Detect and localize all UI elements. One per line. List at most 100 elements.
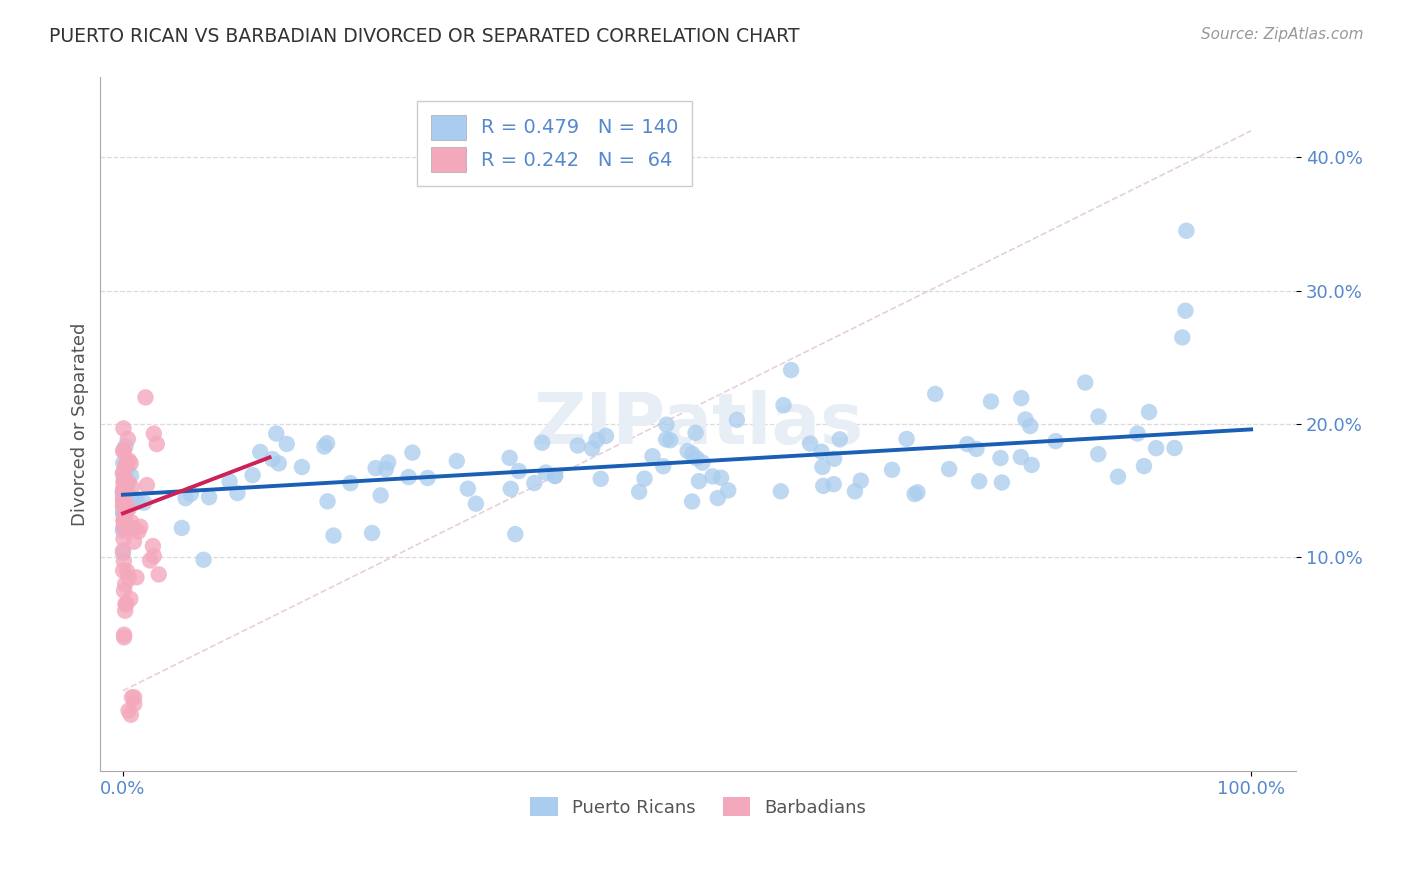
Point (681, 494, 703, 508)
Point (242, 468, 264, 483)
Point (180, 487, 202, 501)
Point (127, 495, 149, 509)
Point (956, 437, 979, 451)
Point (112, 442, 135, 457)
Point (115, 461, 138, 475)
Point (112, 631, 135, 645)
Point (652, 459, 675, 474)
Point (112, 516, 135, 531)
Point (1133, 459, 1156, 474)
Point (132, 496, 155, 510)
Point (114, 508, 136, 523)
Point (120, 591, 142, 606)
Point (112, 470, 135, 484)
Point (780, 363, 803, 377)
Point (276, 437, 298, 451)
Point (967, 475, 990, 489)
Point (112, 489, 135, 503)
Point (111, 487, 134, 501)
Point (112, 475, 135, 489)
Point (134, 391, 156, 405)
Point (121, 493, 143, 508)
Point (121, 690, 143, 705)
Point (112, 532, 135, 546)
Point (813, 479, 835, 493)
Point (823, 477, 845, 491)
Point (142, 549, 165, 563)
Legend: Puerto Ricans, Barbadians: Puerto Ricans, Barbadians (523, 790, 873, 824)
Point (710, 471, 733, 485)
Point (114, 439, 136, 453)
Point (111, 485, 134, 500)
Point (499, 482, 522, 496)
Point (508, 464, 530, 478)
Point (589, 472, 612, 486)
Point (1045, 434, 1067, 449)
Point (688, 474, 710, 488)
Point (1163, 441, 1185, 455)
Point (112, 444, 135, 458)
Point (567, 438, 589, 452)
Point (655, 433, 678, 447)
Point (828, 433, 851, 447)
Point (531, 435, 554, 450)
Point (498, 450, 520, 465)
Point (1074, 376, 1097, 390)
Point (170, 521, 193, 535)
Point (111, 492, 134, 507)
Point (117, 704, 139, 718)
Point (628, 484, 651, 499)
Point (112, 494, 135, 508)
Point (114, 489, 136, 503)
Point (316, 436, 339, 450)
Text: ZIPatlas: ZIPatlas (533, 390, 863, 458)
Point (112, 508, 135, 522)
Point (115, 478, 138, 492)
Point (112, 628, 135, 642)
Point (114, 481, 136, 495)
Point (339, 476, 361, 491)
Point (810, 444, 832, 458)
Point (595, 429, 617, 443)
Point (112, 514, 135, 528)
Point (364, 461, 387, 475)
Point (114, 473, 136, 487)
Point (446, 454, 468, 468)
Point (117, 475, 139, 490)
Point (659, 434, 682, 448)
Point (122, 697, 145, 711)
Point (111, 467, 134, 482)
Point (112, 495, 135, 509)
Point (685, 425, 707, 440)
Text: PUERTO RICAN VS BARBADIAN DIVORCED OR SEPARATED CORRELATION CHART: PUERTO RICAN VS BARBADIAN DIVORCED OR SE… (49, 27, 800, 45)
Point (174, 491, 197, 506)
Point (1010, 450, 1032, 464)
Point (111, 546, 134, 560)
Point (844, 484, 866, 499)
Point (115, 597, 138, 611)
Point (685, 451, 707, 466)
Point (117, 455, 139, 469)
Point (980, 394, 1002, 409)
Point (218, 475, 240, 489)
Point (903, 487, 925, 501)
Point (118, 453, 141, 467)
Point (361, 526, 384, 541)
Point (1144, 441, 1167, 455)
Point (112, 421, 135, 435)
Point (112, 521, 135, 535)
Point (314, 440, 336, 454)
Point (111, 500, 134, 514)
Point (115, 503, 138, 517)
Point (115, 482, 138, 496)
Point (114, 500, 136, 515)
Point (112, 506, 135, 520)
Point (896, 432, 918, 446)
Point (114, 507, 136, 521)
Point (114, 511, 136, 525)
Point (117, 432, 139, 446)
Point (111, 524, 134, 538)
Point (849, 474, 872, 488)
Point (772, 398, 794, 412)
Point (120, 456, 142, 470)
